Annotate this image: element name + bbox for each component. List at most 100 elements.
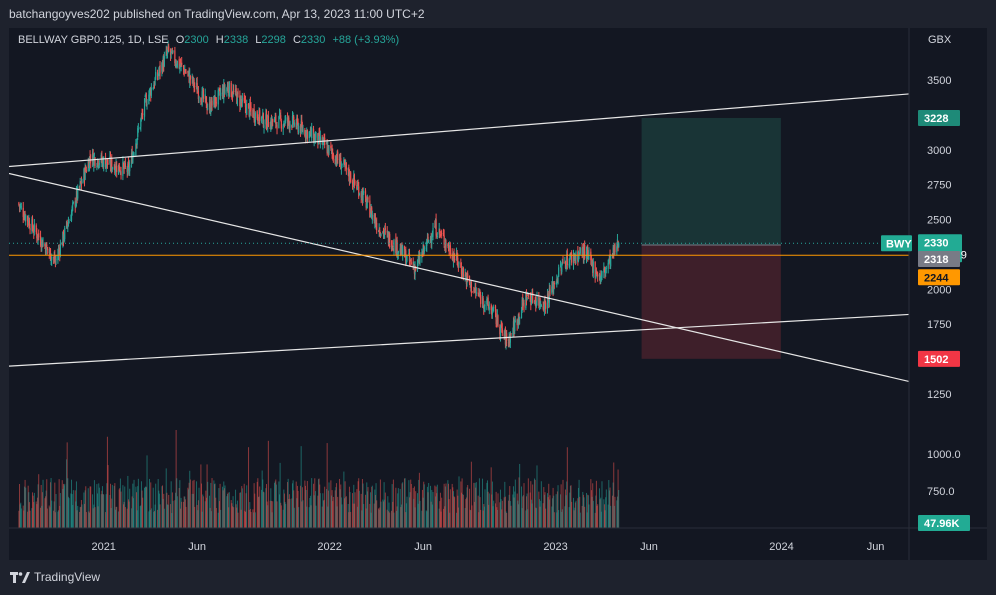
x-tick-label: Jun	[867, 541, 885, 553]
candle-body	[172, 50, 174, 52]
candle-body	[318, 133, 320, 135]
loss-zone	[641, 244, 781, 359]
volume-bar	[330, 480, 332, 528]
volume-bar	[496, 507, 498, 528]
candle-body	[308, 132, 310, 138]
candle-body	[159, 65, 161, 74]
volume-bar	[167, 504, 169, 528]
candle-body	[68, 221, 70, 224]
candle-body	[202, 89, 204, 99]
candle-body	[521, 299, 523, 312]
volume-bar	[224, 485, 226, 528]
volume-bar	[67, 478, 69, 528]
candle-body	[200, 102, 203, 104]
candle-body	[171, 50, 174, 53]
volume-bar	[19, 484, 21, 528]
last-price-label: 2330	[924, 237, 948, 249]
candle-body	[142, 113, 144, 115]
volume-bar	[132, 498, 134, 528]
volume-bar	[288, 499, 290, 528]
volume-bar	[505, 511, 507, 528]
candle-body	[386, 230, 388, 233]
volume-bar	[48, 505, 50, 528]
candle-body	[522, 301, 524, 304]
volume-bar	[538, 499, 540, 528]
chart-panel[interactable]: GBX3500325030002750250022502000175015001…	[9, 28, 987, 560]
volume-bar	[384, 492, 386, 528]
candle-body	[581, 247, 583, 255]
candle-body	[496, 322, 498, 324]
candle-body	[154, 78, 156, 85]
volume-bar	[488, 504, 490, 528]
candle-body	[410, 262, 412, 264]
candle-body	[130, 153, 133, 164]
volume-bar	[119, 488, 121, 528]
candle-body	[168, 46, 170, 51]
candle-body	[79, 181, 81, 187]
volume-bar	[83, 492, 85, 528]
candle-body	[469, 283, 471, 285]
volume-bar	[532, 484, 534, 528]
volume-bar	[490, 467, 492, 528]
candle-body	[488, 307, 490, 310]
candle-body	[213, 95, 216, 107]
volume-bar	[175, 492, 177, 528]
candle-body	[532, 292, 534, 303]
volume-bar	[417, 493, 419, 528]
volume-bar	[37, 484, 39, 528]
candle-body	[571, 253, 573, 263]
volume-bar	[293, 507, 295, 528]
candle-body	[213, 96, 215, 105]
candle-body	[113, 167, 115, 169]
candle-body	[46, 244, 48, 247]
volume-bar	[179, 508, 181, 528]
volume-bar	[243, 483, 245, 528]
volume-bar	[161, 486, 163, 528]
candle-body	[432, 228, 434, 237]
volume-bar	[482, 478, 484, 528]
candle-body	[239, 98, 242, 108]
volume-bar	[582, 491, 584, 528]
volume-bar	[106, 436, 108, 528]
candle-body	[18, 202, 20, 205]
candle-body	[78, 186, 81, 188]
y-tick-label: 2000	[927, 284, 951, 296]
candle-body	[384, 227, 386, 230]
candle-body	[181, 62, 183, 65]
candle-body	[525, 294, 528, 302]
volume-bar	[193, 479, 195, 528]
volume-bar	[440, 511, 442, 528]
candle-body	[103, 157, 105, 167]
candle-body	[52, 257, 55, 259]
volume-bar	[339, 489, 341, 528]
candle-body	[570, 253, 572, 255]
volume-bar	[284, 501, 286, 528]
volume-bar	[418, 479, 420, 528]
volume-bar	[347, 503, 349, 528]
volume-bar	[220, 509, 222, 528]
candle-body	[115, 164, 117, 171]
volume-bar	[49, 507, 51, 528]
candle-body	[194, 85, 196, 87]
volume-bar	[28, 502, 30, 528]
candle-body	[257, 117, 259, 122]
volume-bar	[270, 500, 272, 528]
candle-body	[184, 70, 186, 74]
volume-bar	[46, 508, 48, 528]
low-value: 2298	[261, 34, 286, 46]
volume-bar	[344, 481, 346, 528]
candle-body	[152, 87, 154, 90]
candle-body	[24, 213, 26, 221]
volume-bar	[35, 501, 37, 528]
volume-bar	[128, 501, 130, 528]
candle-body	[153, 83, 156, 87]
candle-body	[543, 307, 545, 311]
candle-body	[64, 227, 66, 240]
candle-body	[400, 245, 403, 255]
volume-bar	[38, 474, 40, 528]
candle-body	[477, 292, 479, 294]
tradingview-logo[interactable]: TradingView	[10, 570, 100, 584]
volume-bar	[304, 480, 306, 528]
price-chart[interactable]: GBX3500325030002750250022502000175015001…	[9, 28, 987, 560]
candle-body	[542, 306, 544, 309]
